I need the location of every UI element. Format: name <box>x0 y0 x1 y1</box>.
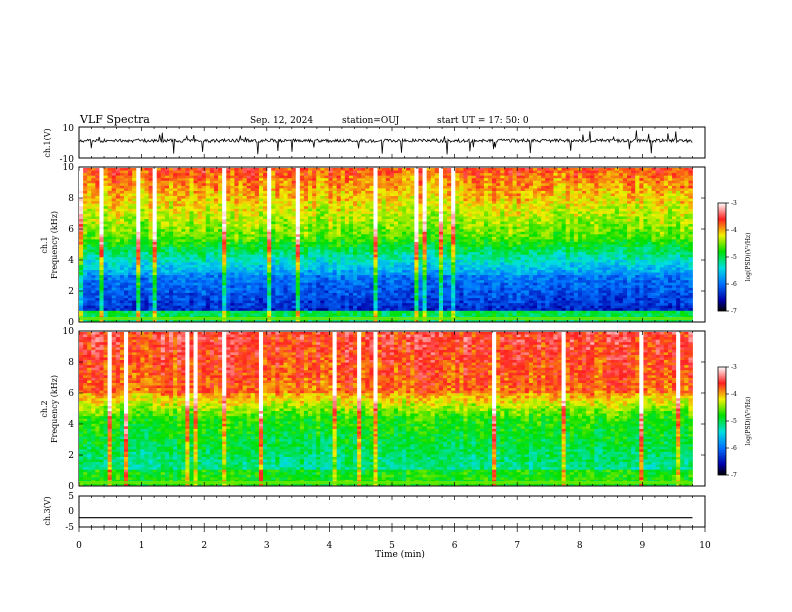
colorbar-tick-label: -3 <box>731 364 737 371</box>
colorbar-tick-label: -5 <box>731 418 737 425</box>
ch1-colorbar <box>718 203 726 311</box>
ch3-ytick-bottom: -5 <box>65 523 74 533</box>
ch1-wave-ytick-top: 10 <box>63 124 75 134</box>
x-tick-label: 7 <box>514 541 520 551</box>
ch3-ylabel: ch.3(V) <box>43 496 52 525</box>
colorbar-tick-label: -6 <box>731 445 737 452</box>
ch1-colorbar-label: log(PSD)(V²/Hz) <box>745 233 752 282</box>
y-tick-label: 10 <box>63 327 75 337</box>
y-tick-label: 4 <box>68 256 74 266</box>
ch3-ytick-top: 5 <box>68 492 74 502</box>
date-label: Sep. 12, 2024 <box>250 116 313 126</box>
x-tick-label: 0 <box>76 541 82 551</box>
y-tick-label: 0 <box>68 482 74 492</box>
x-tick-label: 3 <box>264 541 270 551</box>
ch2-colorbar-label: log(PSD)(V²/Hz) <box>745 397 752 446</box>
y-tick-label: 6 <box>68 389 74 399</box>
station-label: station=OUJ <box>342 116 400 126</box>
ch2-spec-ylabel: Frequency (kHz) <box>50 375 59 443</box>
y-tick-label: 10 <box>63 163 75 173</box>
colorbar-tick-label: -5 <box>731 254 737 261</box>
y-tick-label: 2 <box>68 451 74 461</box>
ch1-waveform-panel: 10 -10 ch.1(V) <box>43 124 705 165</box>
figure-title: VLF Spectra <box>79 113 150 126</box>
ch1-wave-ylabel: ch.1(V) <box>43 128 52 157</box>
x-tick-label: 10 <box>699 541 711 551</box>
start-ut-label: start UT = 17: 50: 0 <box>437 116 529 126</box>
ch2-colorbar <box>718 367 726 475</box>
colorbar-tick-label: -7 <box>731 472 737 479</box>
y-tick-label: 8 <box>68 358 74 368</box>
colorbar-tick-label: -3 <box>731 200 737 207</box>
x-tick-label: 6 <box>452 541 458 551</box>
y-tick-label: 8 <box>68 194 74 204</box>
colorbar-tick-label: -6 <box>731 281 737 288</box>
colorbar-tick-label: -4 <box>731 391 737 398</box>
x-tick-label: 1 <box>139 541 145 551</box>
y-tick-label: 2 <box>68 287 74 297</box>
y-tick-label: 6 <box>68 225 74 235</box>
ch2-spec-ylabel-top: ch.2 <box>40 400 49 417</box>
ch1-spec-ylabel: Frequency (kHz) <box>50 211 59 279</box>
ch1-spec-ylabel-top: ch.1 <box>40 236 49 253</box>
colorbar-tick-label: -4 <box>731 227 737 234</box>
time-axis-label: Time (min) <box>375 549 425 560</box>
ch3-waveform-panel: 5 0 -5 ch.3(V) <box>43 492 705 533</box>
colorbar-tick-label: -7 <box>731 308 737 315</box>
y-tick-label: 4 <box>68 420 74 430</box>
ch3-ytick-mid: 0 <box>68 507 74 517</box>
x-tick-label: 4 <box>327 541 333 551</box>
x-tick-label: 8 <box>577 541 583 551</box>
x-tick-label: 9 <box>640 541 646 551</box>
x-tick-label: 2 <box>201 541 207 551</box>
